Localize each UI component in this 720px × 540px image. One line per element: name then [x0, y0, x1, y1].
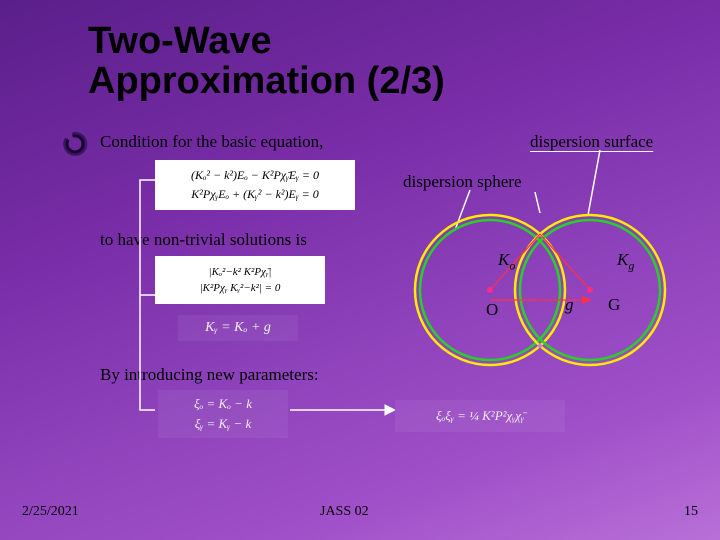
text-dispersion-surface: dispersion surface [530, 132, 653, 152]
label-kg: Kg [617, 250, 634, 273]
bullet-icon [60, 130, 88, 158]
title-line-1: Two-Wave [88, 20, 272, 62]
footer-date: 2/25/2021 [22, 504, 79, 520]
equation-xi-defs: ξₒ = Kₒ − k ξᵧ = Kᵧ − k [158, 390, 288, 438]
footer-pagenum: 15 [684, 504, 698, 520]
title-line-2: Approximation (2/3) [88, 60, 445, 102]
label-g-cap: G [608, 295, 620, 315]
equation-determinant: |Kₒ²−k² K²Pχᵧ̄| |K²Pχᵧ Kᵧ²−k²| = 0 [155, 256, 325, 304]
equation-final: ξₒξᵧ = ¼ K²P²χᵧχᵧ̄ [395, 400, 565, 432]
text-condition: Condition for the basic equation, [100, 132, 323, 152]
equation-system: (Kₒ² − k²)Eₒ − K²Pχᵧ̄Eᵧ = 0 K²PχᵧEₒ + (K… [155, 160, 355, 210]
footer-center: JASS 02 [320, 504, 369, 520]
text-dispersion-sphere: dispersion sphere [403, 172, 522, 192]
label-o: O [486, 300, 498, 320]
equation-kg: Kᵧ = Kₒ + g [178, 315, 298, 341]
arrow-right-icon [290, 400, 395, 420]
eq4-line1: ξₒ = Kₒ − k [194, 394, 252, 414]
label-ko: Ko [498, 250, 515, 273]
eq4-line2: ξᵧ = Kᵧ − k [195, 414, 252, 434]
slide-title: Two-Wave Approximation (2/3) [88, 22, 445, 102]
eq2-line1: |Kₒ²−k² K²Pχᵧ̄| [209, 264, 272, 281]
label-g: g [565, 295, 574, 315]
eq1-line1: (Kₒ² − k²)Eₒ − K²Pχᵧ̄Eᵧ = 0 [191, 166, 319, 185]
slide: Two-Wave Approximation (2/3) Condition f… [0, 0, 720, 540]
leader-left-icon [130, 160, 160, 440]
eq2-line2: |K²Pχᵧ Kᵧ²−k²| = 0 [200, 280, 281, 297]
eq1-line2: K²PχᵧEₒ + (Kᵧ² − k²)Eᵧ = 0 [191, 185, 318, 204]
